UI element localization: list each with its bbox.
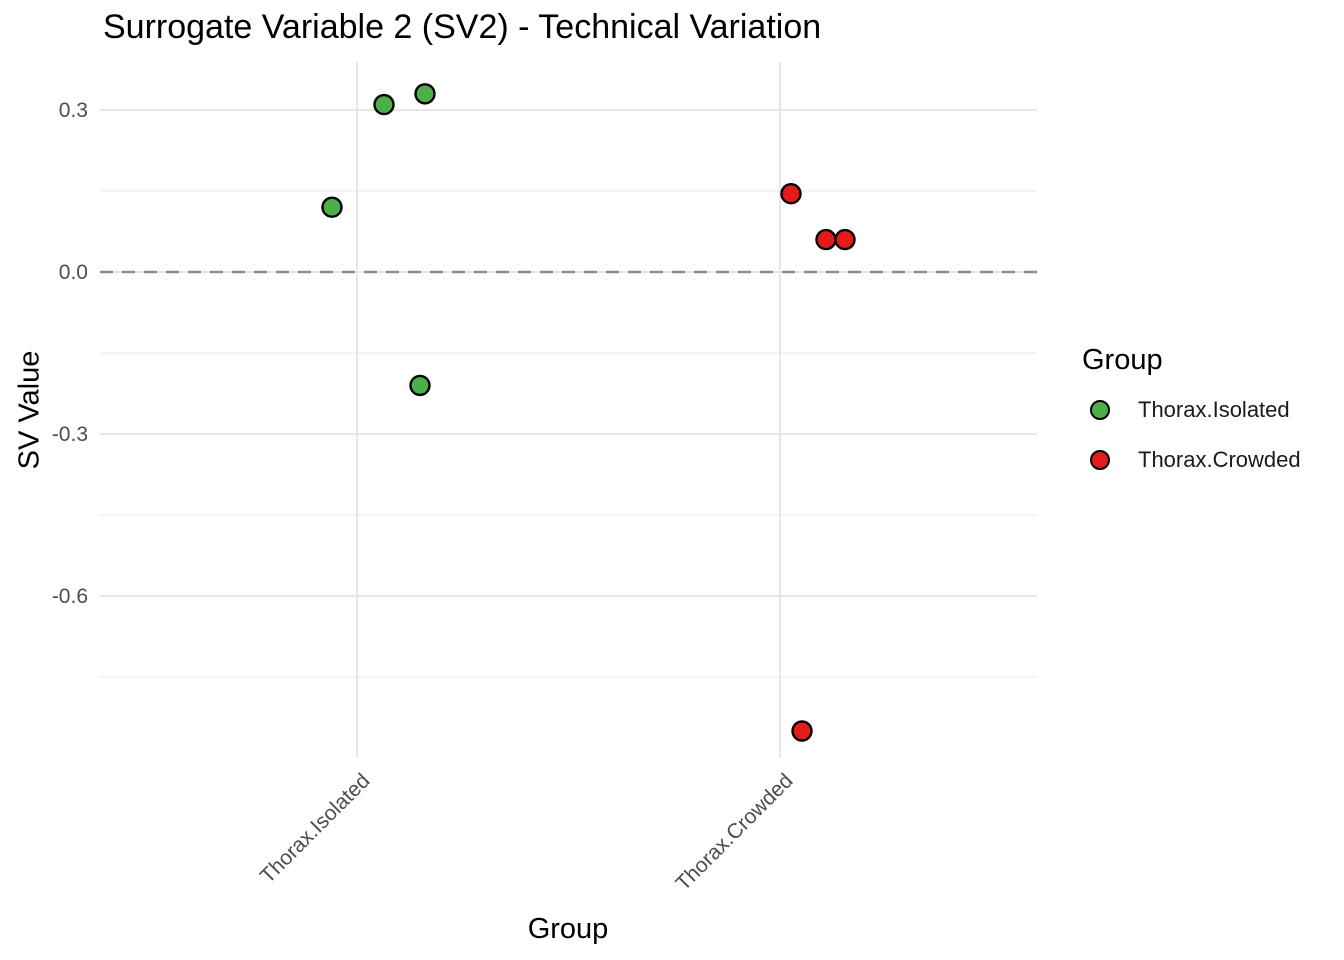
- y-tick-label: -0.6: [52, 585, 88, 608]
- data-point-thorax-crowded: [780, 182, 802, 205]
- data-point-thorax-isolated: [409, 374, 431, 397]
- legend-title: Group: [1082, 344, 1163, 376]
- chart-title: Surrogate Variable 2 (SV2) - Technical V…: [103, 8, 822, 46]
- legend: Group Thorax.Isolated Thorax.Crowded: [1082, 344, 1301, 497]
- data-point-thorax-crowded: [815, 228, 837, 251]
- x-tick-label: Thorax.Crowded: [672, 769, 798, 895]
- data-point-thorax-crowded: [791, 720, 813, 742]
- legend-label: Thorax.Crowded: [1138, 447, 1301, 472]
- x-tick-label: Thorax.Isolated: [256, 769, 375, 888]
- data-point-thorax-isolated: [321, 196, 343, 218]
- x-axis-title: Group: [527, 913, 609, 945]
- legend-label: Thorax.Isolated: [1138, 397, 1290, 422]
- y-tick-label: 0.3: [59, 99, 88, 122]
- y-tick-label: -0.3: [52, 423, 88, 446]
- legend-item-thorax-isolated: Thorax.Isolated: [1090, 397, 1301, 423]
- data-point-thorax-isolated: [373, 93, 395, 116]
- data-point-thorax-isolated: [414, 83, 436, 105]
- y-axis-title: SV Value: [13, 350, 46, 470]
- legend-item-thorax-crowded: Thorax.Crowded: [1090, 447, 1301, 473]
- data-point-thorax-crowded: [834, 228, 856, 251]
- legend-key-circle-crowded: [1090, 450, 1110, 470]
- legend-key-circle-isolated: [1090, 400, 1110, 420]
- y-tick-label: 0.0: [59, 261, 88, 284]
